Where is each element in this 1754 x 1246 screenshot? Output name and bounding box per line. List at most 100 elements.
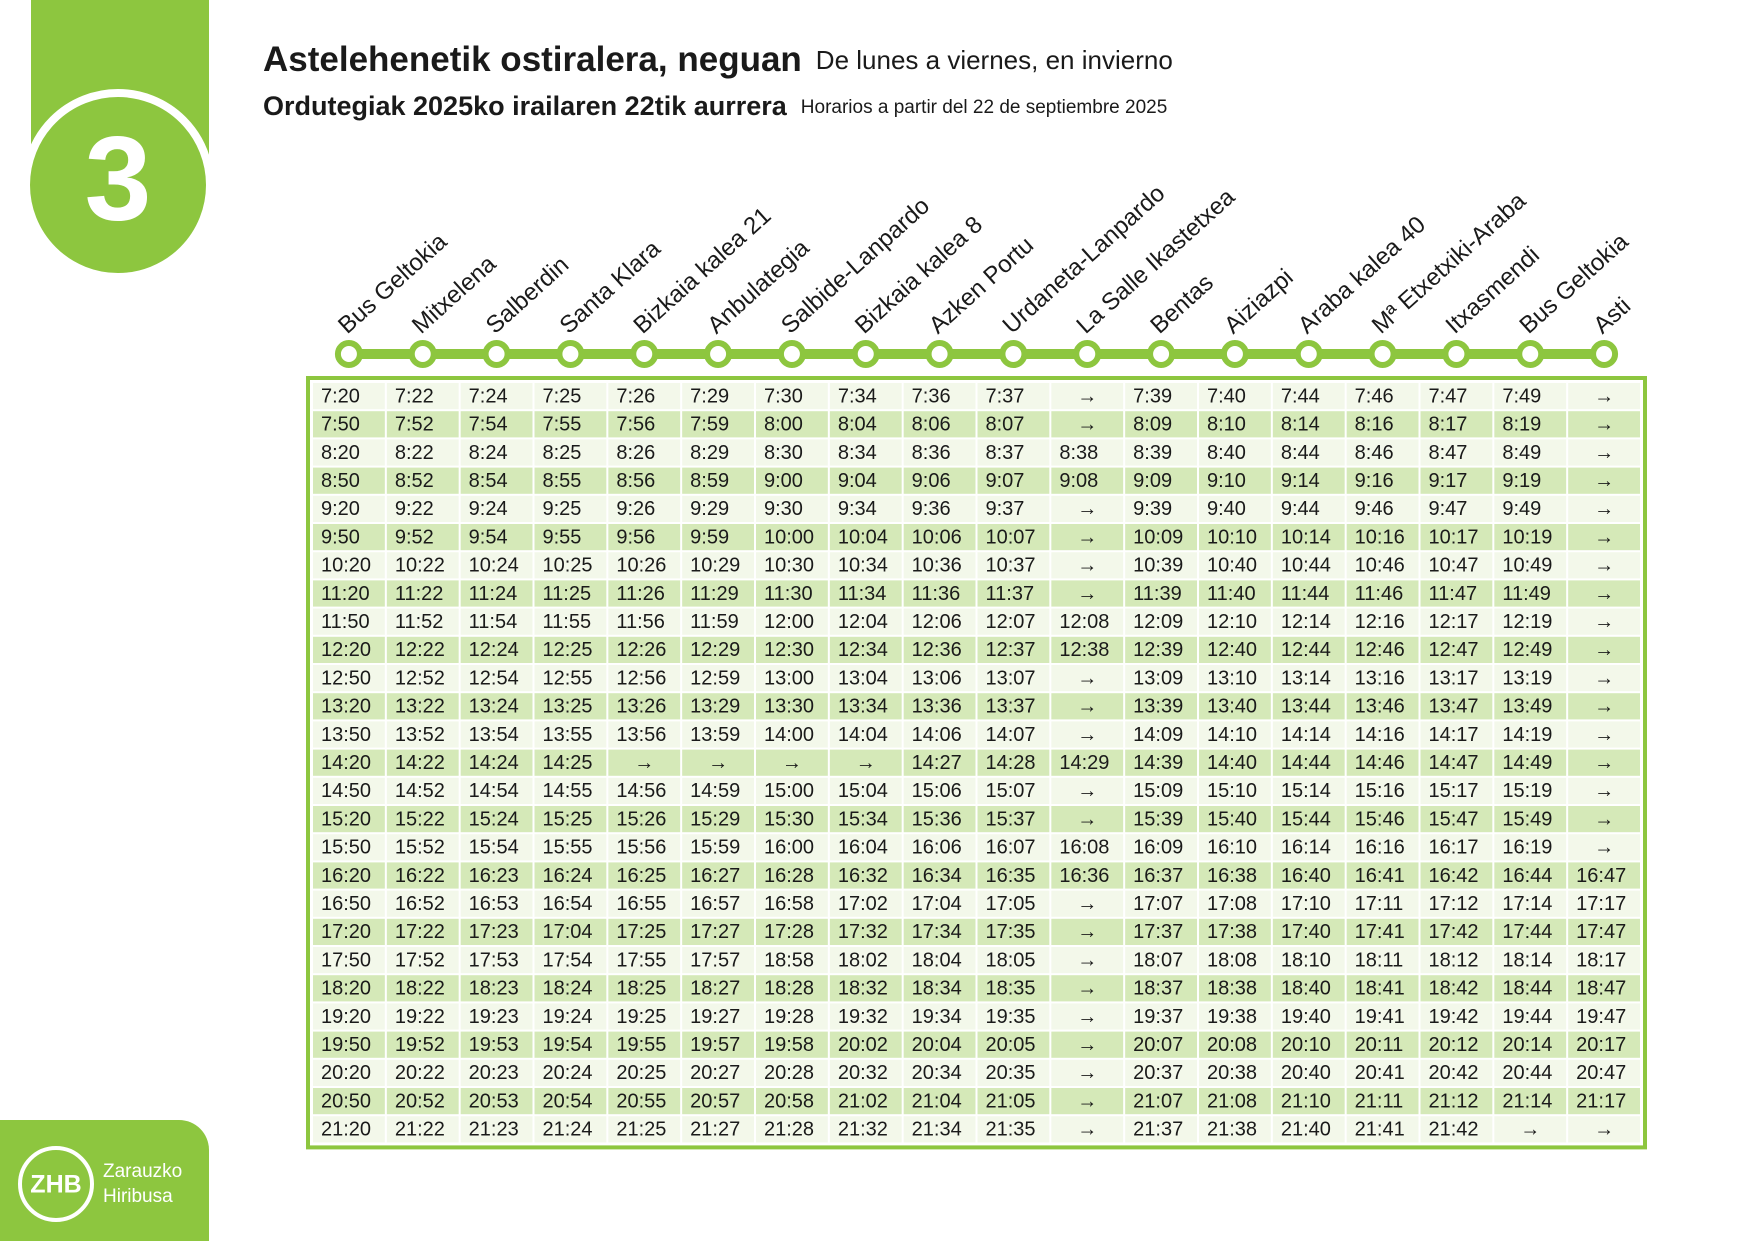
time-cell: 16:09 [1133, 837, 1183, 859]
time-cell: 13:10 [1207, 667, 1257, 689]
cell-bg [1051, 890, 1124, 917]
time-cell: 9:54 [469, 526, 508, 548]
cell-bg [1494, 806, 1567, 833]
cell-bg [1125, 580, 1197, 607]
cell-bg [903, 665, 976, 692]
time-cell: 16:37 [1133, 865, 1183, 887]
cell-bg [1346, 467, 1419, 494]
time-cell: 12:54 [469, 667, 519, 689]
time-cell: 7:50 [321, 414, 360, 436]
cell-bg [460, 439, 533, 466]
time-cell: 10:22 [395, 555, 445, 577]
cell-bg [608, 495, 681, 522]
cell-bg [460, 806, 533, 833]
cell-bg [534, 862, 607, 889]
cell-bg [1420, 608, 1493, 635]
cell-bg [1420, 975, 1493, 1002]
cell-bg [756, 1088, 828, 1115]
time-cell: 17:57 [690, 949, 740, 971]
stop-dot [1442, 340, 1471, 368]
time-cell: 15:20 [321, 808, 371, 830]
cell-bg [1494, 947, 1567, 974]
time-cell: 8:40 [1207, 442, 1246, 464]
time-cell: 13:07 [986, 667, 1036, 689]
time-cell: 13:49 [1502, 696, 1552, 718]
stop-dot [851, 340, 880, 368]
cell-bg [1051, 693, 1124, 720]
cell-bg [534, 383, 607, 410]
time-cell: 8:36 [912, 442, 951, 464]
time-cell: 7:37 [986, 385, 1025, 407]
cell-bg [903, 721, 976, 748]
cell-bg [608, 1059, 681, 1086]
time-cell: 9:46 [1355, 498, 1394, 520]
time-cell: 11:56 [616, 611, 665, 633]
stop-dot [630, 340, 659, 368]
cell-bg [1346, 1116, 1419, 1143]
time-cell: 15:34 [838, 808, 888, 830]
cell-bg [1420, 749, 1493, 776]
cell-bg [1272, 834, 1345, 861]
time-cell: 18:37 [1133, 978, 1183, 1000]
time-cell: 7:26 [616, 385, 655, 407]
cell-bg [1125, 1116, 1197, 1143]
time-cell: 12:00 [764, 611, 814, 633]
cell-bg [1199, 580, 1271, 607]
time-cell: 8:10 [1207, 414, 1246, 436]
cell-bg [1494, 918, 1567, 945]
cell-bg [313, 777, 385, 804]
cell-bg [1346, 495, 1419, 522]
cell-bg [903, 1116, 976, 1143]
time-cell: 19:42 [1429, 1006, 1479, 1028]
cell-bg [1272, 552, 1345, 579]
time-cell: 13:34 [838, 696, 888, 718]
cell-bg [534, 467, 607, 494]
cell-bg [977, 467, 1050, 494]
time-cell: 17:02 [838, 893, 888, 915]
cell-bg [1494, 580, 1567, 607]
time-cell: 17:11 [1355, 893, 1404, 915]
cell-bg [386, 721, 459, 748]
time-cell: 9:19 [1502, 470, 1541, 492]
time-cell: 12:20 [321, 639, 371, 661]
cell-bg [977, 636, 1050, 663]
time-cell: 12:47 [1429, 639, 1479, 661]
time-cell: → [1077, 1090, 1097, 1112]
time-cell: 17:52 [395, 949, 445, 971]
time-cell: 15:46 [1355, 808, 1405, 830]
cell-bg [1051, 552, 1124, 579]
cell-bg [829, 975, 902, 1002]
time-cell: 18:32 [838, 978, 888, 1000]
time-cell: 11:52 [395, 611, 444, 633]
time-cell: 9:36 [912, 498, 951, 520]
time-cell: 20:50 [321, 1090, 371, 1112]
time-cell: 19:41 [1355, 1006, 1405, 1028]
cell-bg [608, 777, 681, 804]
cell-bg [1568, 665, 1640, 692]
time-cell: 20:07 [1133, 1034, 1183, 1056]
time-cell: 18:47 [1576, 978, 1626, 1000]
time-cell: 17:40 [1281, 921, 1331, 943]
time-cell: 7:44 [1281, 385, 1320, 407]
cell-bg [386, 608, 459, 635]
cell-bg [1568, 552, 1640, 579]
time-cell: 8:04 [838, 414, 877, 436]
cell-bg [1346, 1059, 1419, 1086]
logo-box [0, 1120, 209, 1241]
time-cell: 19:24 [543, 1006, 593, 1028]
time-cell: 10:09 [1133, 526, 1183, 548]
time-cell: 15:49 [1502, 808, 1552, 830]
time-cell: 10:36 [912, 555, 962, 577]
time-cell: 16:10 [1207, 837, 1257, 859]
cell-bg [1051, 1088, 1124, 1115]
time-cell: 20:38 [1207, 1062, 1257, 1084]
time-cell: 21:14 [1502, 1090, 1552, 1112]
time-cell: 8:34 [838, 442, 877, 464]
time-cell: 15:10 [1207, 780, 1257, 802]
time-cell: 9:17 [1429, 470, 1468, 492]
time-cell: → [856, 752, 876, 774]
time-cell: 20:44 [1502, 1062, 1552, 1084]
cell-bg [829, 608, 902, 635]
cell-bg [756, 636, 828, 663]
cell-bg [1568, 777, 1640, 804]
